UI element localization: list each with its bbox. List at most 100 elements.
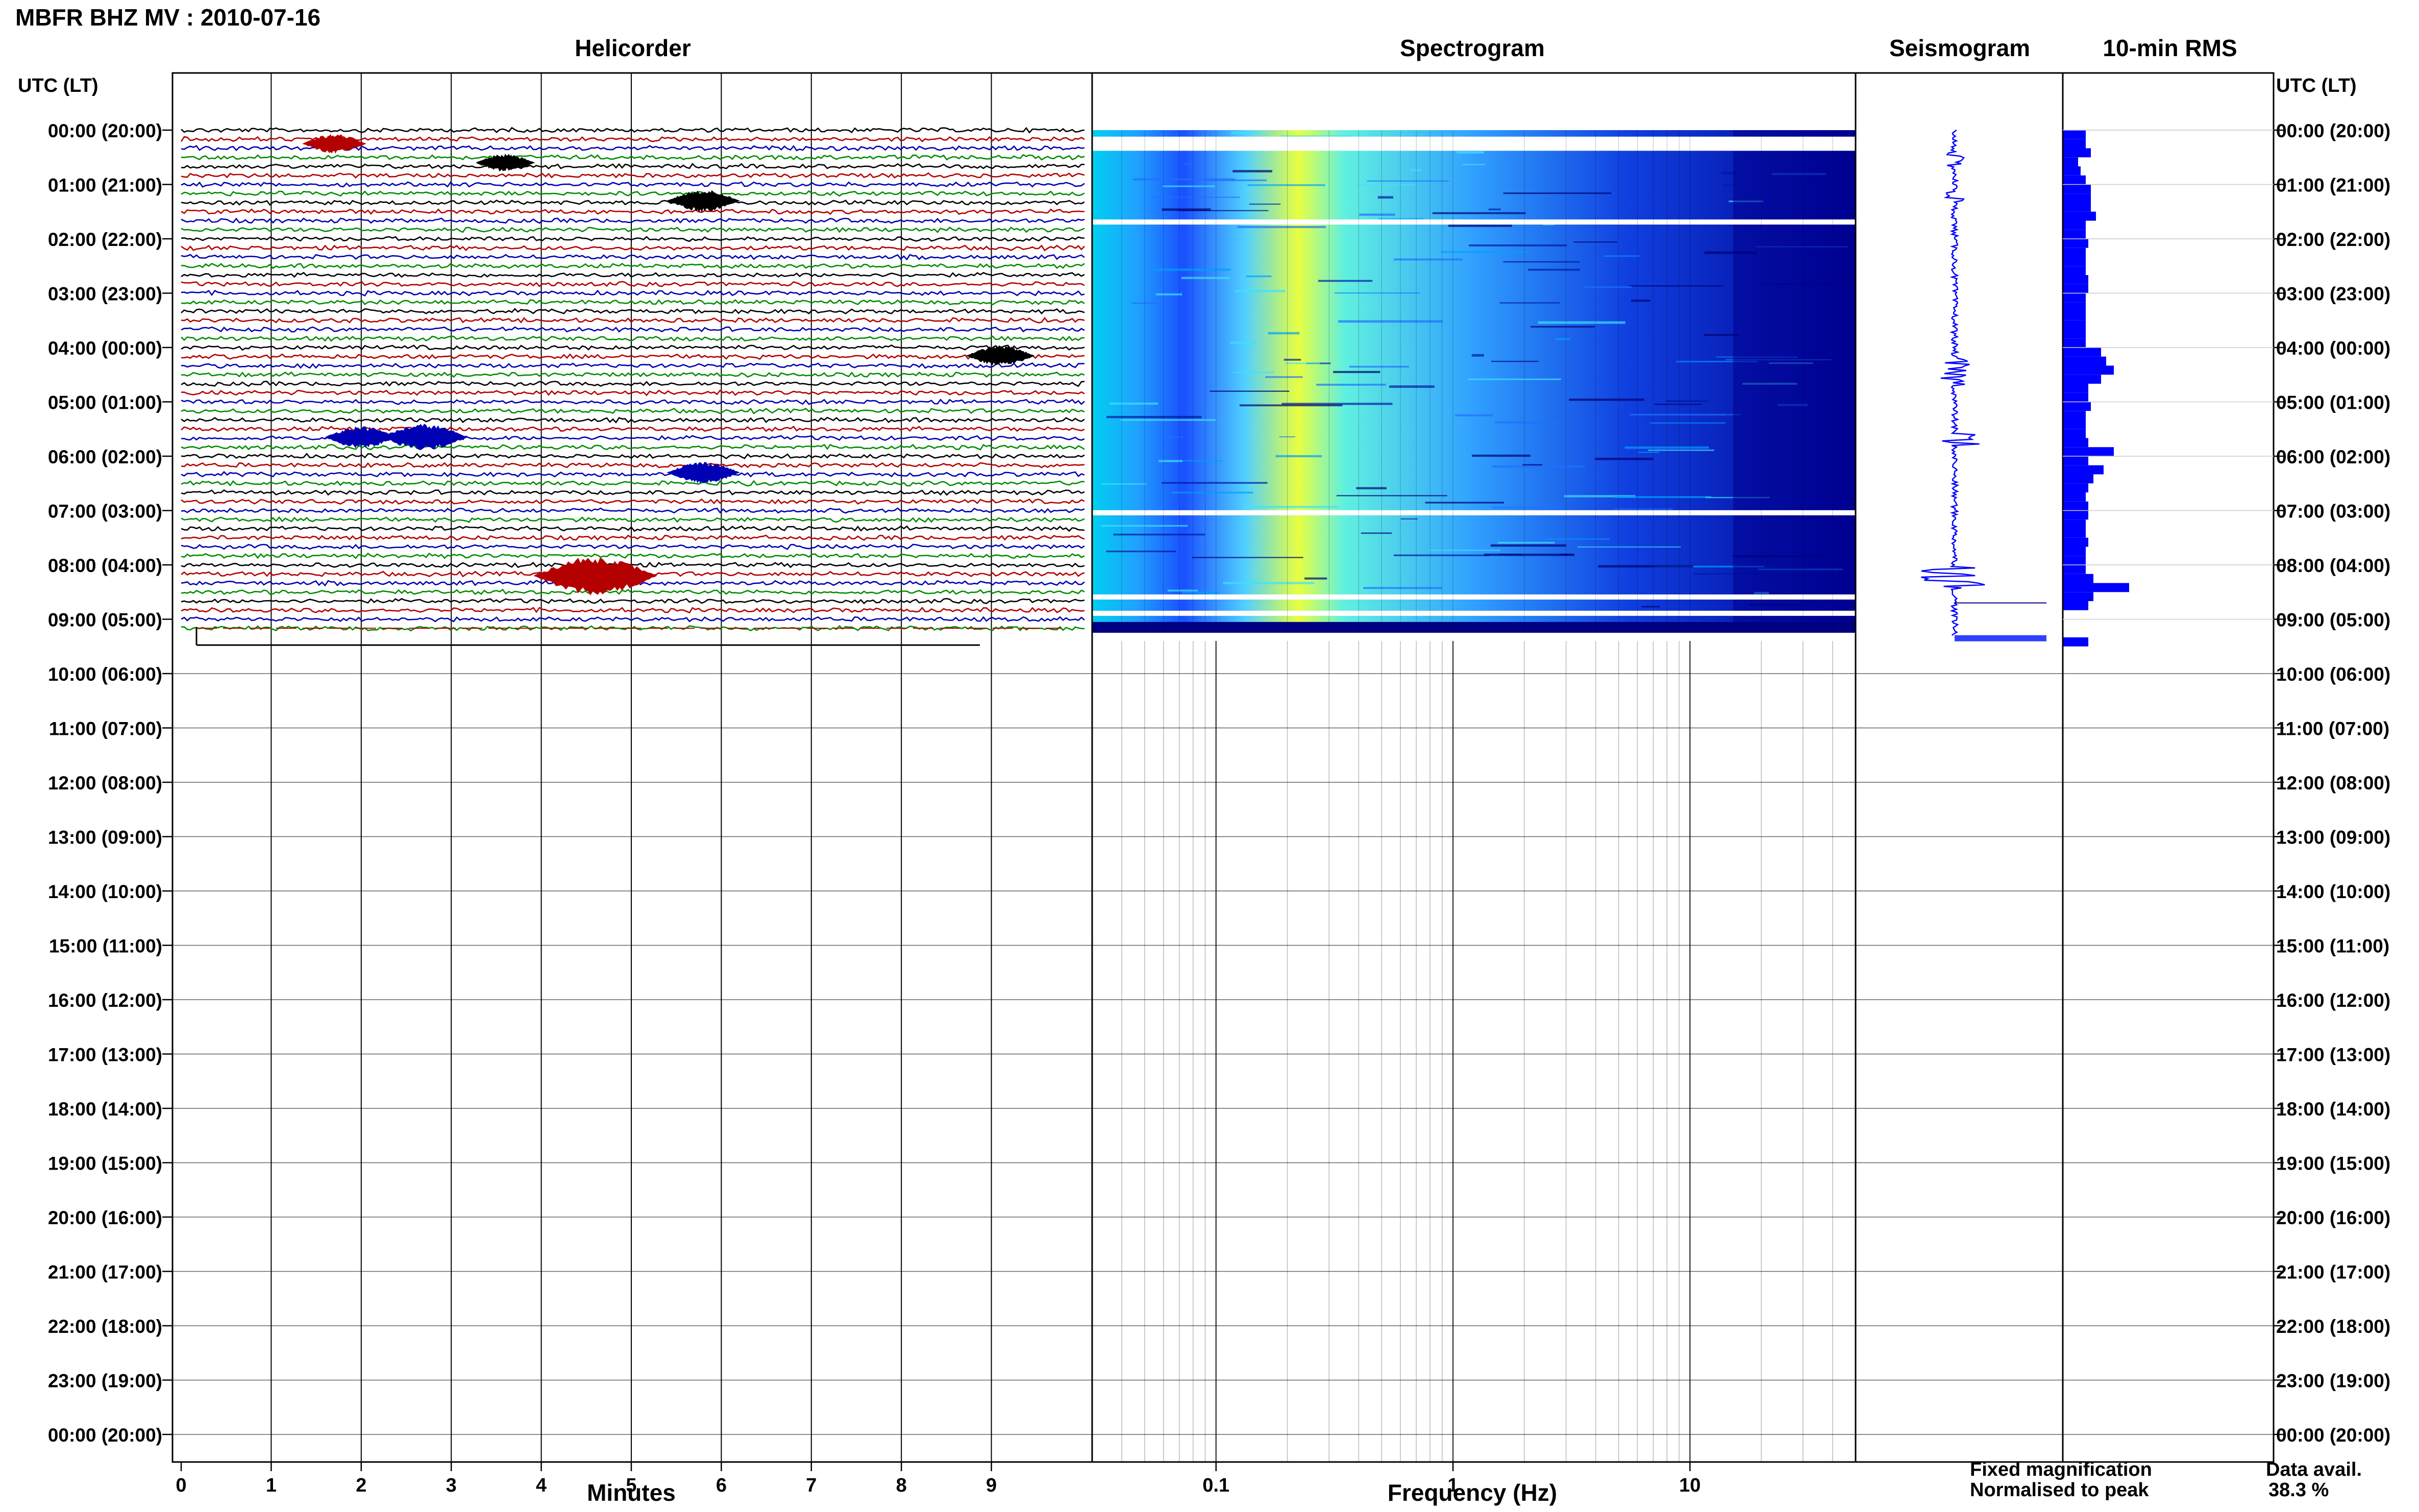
- spectrogram-streak: [1158, 460, 1182, 462]
- helicorder-trace: [181, 480, 1085, 487]
- rms-bar: [2063, 465, 2104, 475]
- spectrogram-streak: [1631, 300, 1650, 302]
- rms-bar: [2063, 375, 2101, 384]
- right-time-label: 00:00 (20:00): [2276, 120, 2390, 141]
- helicorder-trace: [181, 281, 1085, 287]
- legend-normalised-to-peak: Normalised to peak: [1970, 1479, 2149, 1501]
- helicorder-event: [534, 557, 657, 596]
- spectrogram-streak: [1304, 577, 1327, 580]
- rms-bar: [2063, 293, 2086, 303]
- left-time-label: 06:00 (02:00): [48, 447, 162, 467]
- spectrogram-streak: [1484, 553, 1575, 556]
- time-axis-labels: 00:00 (20:00) 00:00 (20:00) 01:00 (21:00) 0…: [48, 120, 2390, 1446]
- left-time-label: 01:00 (21:00): [48, 175, 162, 196]
- left-time-label: 12:00 (08:00): [48, 773, 162, 794]
- left-time-label: 15:00 (11:00): [49, 936, 162, 957]
- rms-bar: [2063, 148, 2091, 158]
- spectrogram-streak: [1237, 226, 1326, 229]
- spectrogram-streak: [1356, 184, 1416, 186]
- helicorder-trace: [181, 254, 1085, 261]
- rms-bar: [2063, 456, 2088, 465]
- right-time-label: 20:00 (16:00): [2276, 1207, 2390, 1228]
- spectrogram-streak: [1367, 180, 1449, 182]
- data-availability-label: Data avail.: [2266, 1459, 2362, 1480]
- left-time-label: 22:00 (18:00): [48, 1316, 162, 1337]
- rms-bar: [2063, 583, 2129, 592]
- helicorder-trace: [181, 226, 1085, 233]
- spectrogram-streak: [1448, 225, 1512, 227]
- spectrogram-streak: [1467, 378, 1561, 380]
- right-time-label: 00:00 (20:00): [2276, 1425, 2390, 1446]
- spectrogram-gap-row: [1092, 510, 1856, 515]
- spectrogram-gap-row: [1092, 610, 1856, 616]
- right-time-label: 10:00 (06:00): [2276, 664, 2390, 685]
- left-time-label: 18:00 (14:00): [48, 1099, 162, 1120]
- right-time-label: 03:00 (23:00): [2276, 284, 2390, 305]
- rms-bar: [2063, 329, 2086, 339]
- spectrogram-streak: [1471, 354, 1484, 357]
- helicorder-trace: [181, 407, 1085, 415]
- left-time-label: 08:00 (04:00): [48, 555, 162, 576]
- spectrogram-streak: [1232, 371, 1275, 374]
- spectrogram-streak: [1564, 495, 1636, 498]
- spectrogram-streak: [1275, 455, 1322, 458]
- left-time-label: 10:00 (06:00): [48, 664, 162, 685]
- rms-bar: [2063, 411, 2086, 420]
- rms-bar: [2063, 402, 2091, 411]
- spectrogram-streak: [1630, 413, 1727, 416]
- spectrogram-streak: [1503, 192, 1612, 194]
- rms-bar: [2063, 157, 2078, 166]
- helicorder-event: [667, 462, 740, 483]
- helicorder-trace: [181, 435, 1085, 441]
- spectrogram-streak: [1457, 151, 1485, 154]
- spectrogram-streak: [1268, 332, 1300, 335]
- rms-bar: [2063, 519, 2086, 529]
- right-time-label: 13:00 (09:00): [2276, 827, 2390, 848]
- rms-bar: [2063, 266, 2086, 275]
- helicorder-event: [381, 424, 468, 450]
- spectrogram-streak: [1584, 286, 1632, 288]
- rms-bar: [2063, 338, 2086, 348]
- spectrogram-streak: [1318, 280, 1373, 282]
- spectrogram-streak: [1249, 203, 1281, 205]
- helicorder-trace: [181, 181, 1085, 188]
- rms-bar: [2063, 420, 2086, 429]
- spectrogram-streak: [1603, 255, 1640, 257]
- rms-bar: [2063, 275, 2088, 284]
- spectrogram-streak: [1522, 464, 1542, 466]
- spectrogram-streak: [1210, 390, 1290, 392]
- helicorder-trace: [181, 381, 1085, 387]
- spectrogram-streak: [1106, 550, 1176, 553]
- right-time-label: 08:00 (04:00): [2276, 555, 2390, 576]
- spectrogram-streak: [1614, 496, 1712, 499]
- helicorder-trace: [181, 443, 1085, 451]
- helicorder-trace: [181, 236, 1085, 242]
- spectrogram-streak: [1495, 421, 1562, 424]
- right-time-label: 05:00 (01:00): [2276, 392, 2390, 413]
- right-time-label: 22:00 (18:00): [2276, 1316, 2390, 1337]
- helicorder-x-tick-label: 3: [446, 1475, 457, 1496]
- spectrogram-streak: [1106, 416, 1202, 418]
- spectrogram-streak: [1363, 587, 1442, 589]
- helicorder-trace: [181, 190, 1085, 197]
- spectrogram-streak: [1624, 446, 1709, 449]
- helicorder-event: [302, 134, 366, 154]
- spectrogram-streak: [1531, 326, 1595, 328]
- helicorder-x-tick-label: 6: [716, 1475, 727, 1496]
- spectrogram-x-tick-label: 0.1: [1202, 1475, 1229, 1496]
- right-time-label: 02:00 (22:00): [2276, 229, 2390, 250]
- helicorder-trace: [181, 399, 1085, 405]
- rms-bar: [2063, 230, 2086, 239]
- left-time-label: 19:00 (15:00): [48, 1153, 162, 1174]
- spectrogram-streak: [1394, 258, 1463, 261]
- right-time-label: 17:00 (13:00): [2276, 1045, 2390, 1065]
- helicorder-trace: [181, 561, 1085, 568]
- left-time-label: 03:00 (23:00): [48, 284, 162, 305]
- left-time-label: 23:00 (19:00): [48, 1371, 162, 1392]
- rms-bar: [2063, 220, 2086, 230]
- rms-bar: [2063, 574, 2093, 583]
- rms-bar: [2063, 166, 2081, 176]
- left-time-label: 21:00 (17:00): [48, 1262, 162, 1283]
- rms-panel-title: 10-min RMS: [2103, 35, 2237, 61]
